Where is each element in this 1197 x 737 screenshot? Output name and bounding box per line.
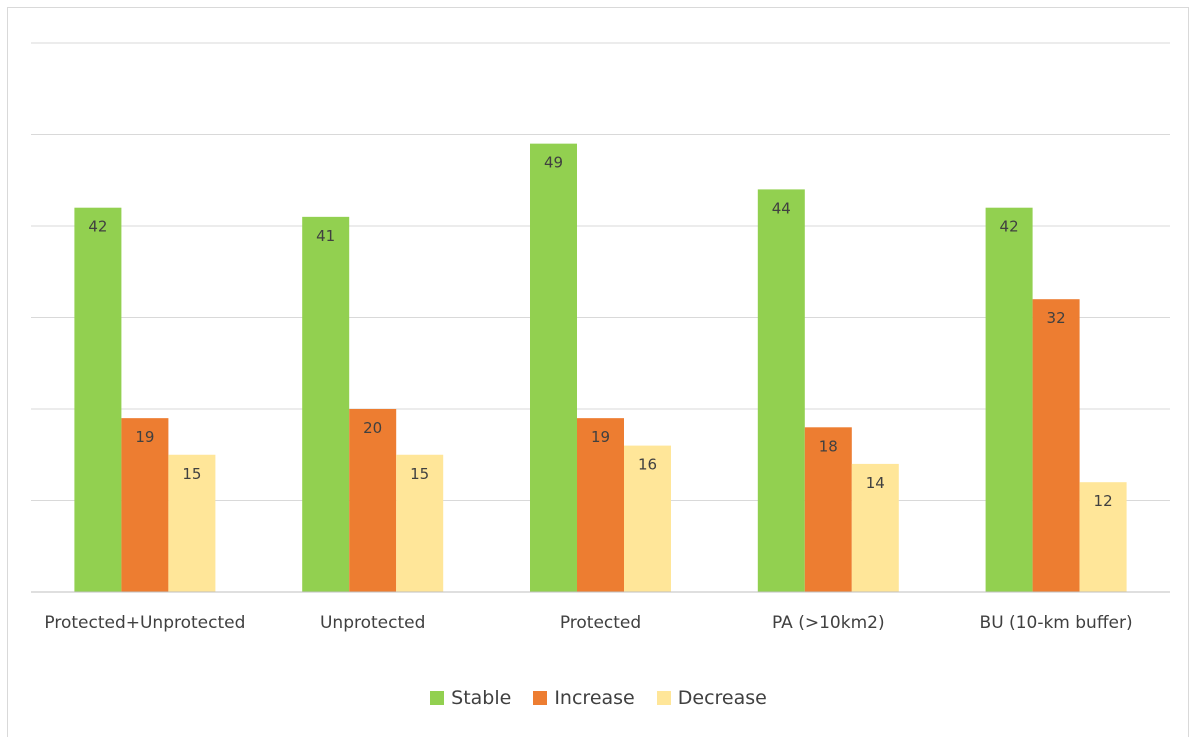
- legend-swatch-stable: [430, 691, 445, 705]
- bar-increase-1: [349, 409, 397, 592]
- bar-value-label: 15: [410, 465, 429, 483]
- bar-stable-4: [985, 207, 1033, 592]
- category-label: Protected+Unprotected: [44, 613, 245, 633]
- bar-value-label: 16: [638, 456, 657, 474]
- bar-value-label: 42: [1000, 218, 1019, 236]
- legend-label-decrease: Decrease: [677, 687, 767, 709]
- bar-value-label: 49: [544, 154, 563, 172]
- category-label: Protected: [560, 613, 641, 633]
- category-label: PA (>10km2): [772, 613, 885, 633]
- bar-value-label: 18: [819, 437, 838, 455]
- bar-increase-4: [1032, 299, 1080, 592]
- bar-decrease-3: [851, 463, 899, 592]
- legend-item-stable: Stable: [430, 687, 511, 709]
- legend-item-increase: Increase: [533, 687, 635, 709]
- bar-value-labels: 42 19 15 41 20 15 49 19 16 44 18 14 42 32 12: [88, 154, 1112, 511]
- bar-decrease-1: [396, 454, 444, 592]
- bar-value-label: 41: [316, 227, 335, 245]
- category-labels: Protected+Unprotected Unprotected Protecte…: [44, 613, 1132, 633]
- bar-decrease-0: [168, 454, 216, 592]
- bar-decrease-2: [624, 445, 671, 592]
- bar-value-label: 44: [772, 199, 791, 217]
- bar-stable-1: [302, 216, 350, 592]
- legend-swatch-increase: [533, 691, 548, 705]
- bar-increase-2: [577, 418, 624, 592]
- bar-increase-3: [804, 427, 852, 592]
- bar-value-label: 20: [363, 419, 382, 437]
- bar-value-label: 14: [866, 474, 885, 492]
- bar-stable-2: [530, 143, 577, 592]
- legend-label-increase: Increase: [554, 687, 635, 709]
- bar-stable-3: [757, 189, 805, 592]
- legend: Stable Increase Decrease: [0, 687, 1197, 709]
- category-label: BU (10-km buffer): [980, 613, 1133, 633]
- bar-value-label: 19: [591, 428, 610, 446]
- bars: [74, 143, 1127, 592]
- category-label: Unprotected: [320, 613, 425, 633]
- bar-value-label: 15: [182, 465, 201, 483]
- bar-stable-0: [74, 207, 122, 592]
- bar-decrease-4: [1079, 482, 1127, 592]
- legend-label-stable: Stable: [451, 687, 512, 709]
- bar-value-label: 12: [1094, 492, 1113, 510]
- legend-swatch-decrease: [656, 691, 671, 705]
- bar-value-label: 19: [135, 428, 154, 446]
- bar-value-label: 42: [88, 218, 107, 236]
- bar-increase-0: [121, 418, 169, 592]
- bar-value-label: 32: [1047, 309, 1066, 327]
- legend-item-decrease: Decrease: [656, 687, 767, 709]
